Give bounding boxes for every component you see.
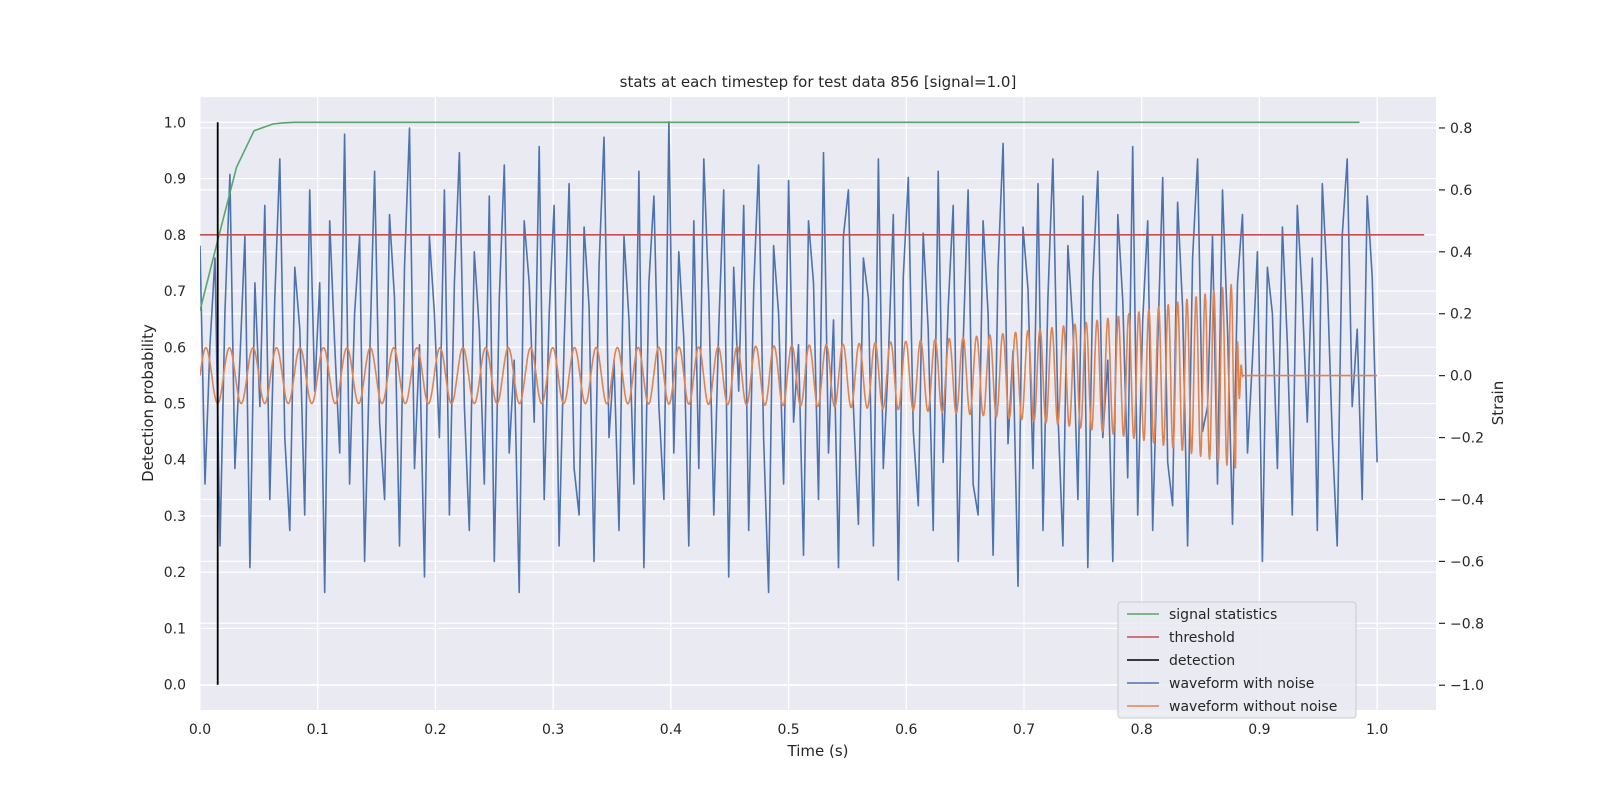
x-tick-label: 0.6 <box>895 722 917 738</box>
legend-label-detection: detection <box>1169 653 1235 669</box>
y2-tick-label: −0.6 <box>1450 554 1484 570</box>
y2-tick-label: 0.2 <box>1450 307 1472 323</box>
y2-tick-label: 0.0 <box>1450 369 1472 385</box>
x-tick-label: 0.4 <box>660 722 682 738</box>
y-tick-label: 0.3 <box>164 509 186 525</box>
series-layer <box>200 121 1425 685</box>
y-tick-label: 0.0 <box>164 678 186 694</box>
y2-tick-label: −0.2 <box>1450 431 1484 447</box>
x-tick-label: 0.9 <box>1248 722 1270 738</box>
y-tick-label: 0.9 <box>164 172 186 188</box>
x-tick-label: 0.1 <box>307 722 329 738</box>
y2-tick-label: 0.8 <box>1450 121 1472 137</box>
y-tick-label: 0.2 <box>164 565 186 581</box>
y-axis-label: Detection probability <box>139 324 157 482</box>
series-signal-statistics <box>200 121 1360 311</box>
y-tick-label: 1.0 <box>164 115 186 131</box>
chart-title: stats at each timestep for test data 856… <box>620 73 1017 91</box>
y-tick-label: 0.8 <box>164 228 186 244</box>
legend: signal statistics threshold detection wa… <box>1117 601 1357 719</box>
x-tick-label: 0.7 <box>1013 722 1035 738</box>
x-tick-label: 0.3 <box>542 722 564 738</box>
y-tick-label: 0.6 <box>164 340 186 356</box>
legend-label-waveform-with-noise: waveform with noise <box>1169 676 1314 692</box>
y2-tick-label: −0.4 <box>1450 492 1484 508</box>
y-axis-ticks: 0.0 0.1 0.2 0.3 0.4 0.5 0.6 0.7 0.8 0.9 1.0 <box>164 115 186 693</box>
y2-tick-label: −0.8 <box>1450 616 1484 632</box>
x-axis-label: Time (s) <box>787 742 849 760</box>
x-tick-label: 0.0 <box>189 722 211 738</box>
y2-axis-label: Strain <box>1489 381 1507 425</box>
x-tick-label: 0.2 <box>424 722 446 738</box>
x-tick-label: 0.5 <box>777 722 799 738</box>
y-tick-label: 0.7 <box>164 284 186 300</box>
series-waveform-without-noise <box>200 283 1378 469</box>
series-waveform-with-noise <box>200 121 1378 594</box>
legend-box <box>1117 601 1357 719</box>
y-tick-label: 0.1 <box>164 621 186 637</box>
legend-label-waveform-without-noise: waveform without noise <box>1169 699 1337 715</box>
y2-tick-label: 0.6 <box>1450 183 1472 199</box>
legend-label-signal-statistics: signal statistics <box>1169 607 1277 623</box>
x-axis-ticks: 0.0 0.1 0.2 0.3 0.4 0.5 0.6 0.7 0.8 0.9 1.0 <box>189 722 1388 738</box>
y2-tick-label: −1.0 <box>1450 678 1484 694</box>
y-tick-label: 0.4 <box>164 453 186 469</box>
y2-tick-label: 0.4 <box>1450 245 1472 261</box>
legend-label-threshold: threshold <box>1169 630 1235 646</box>
y2-axis-ticks: −1.0 −0.8 −0.6 −0.4 −0.2 0.0 0.2 0.4 0.6 0.8 <box>1439 121 1484 694</box>
y-tick-label: 0.5 <box>164 397 186 413</box>
x-tick-label: 0.8 <box>1131 722 1153 738</box>
x-tick-label: 1.0 <box>1366 722 1388 738</box>
